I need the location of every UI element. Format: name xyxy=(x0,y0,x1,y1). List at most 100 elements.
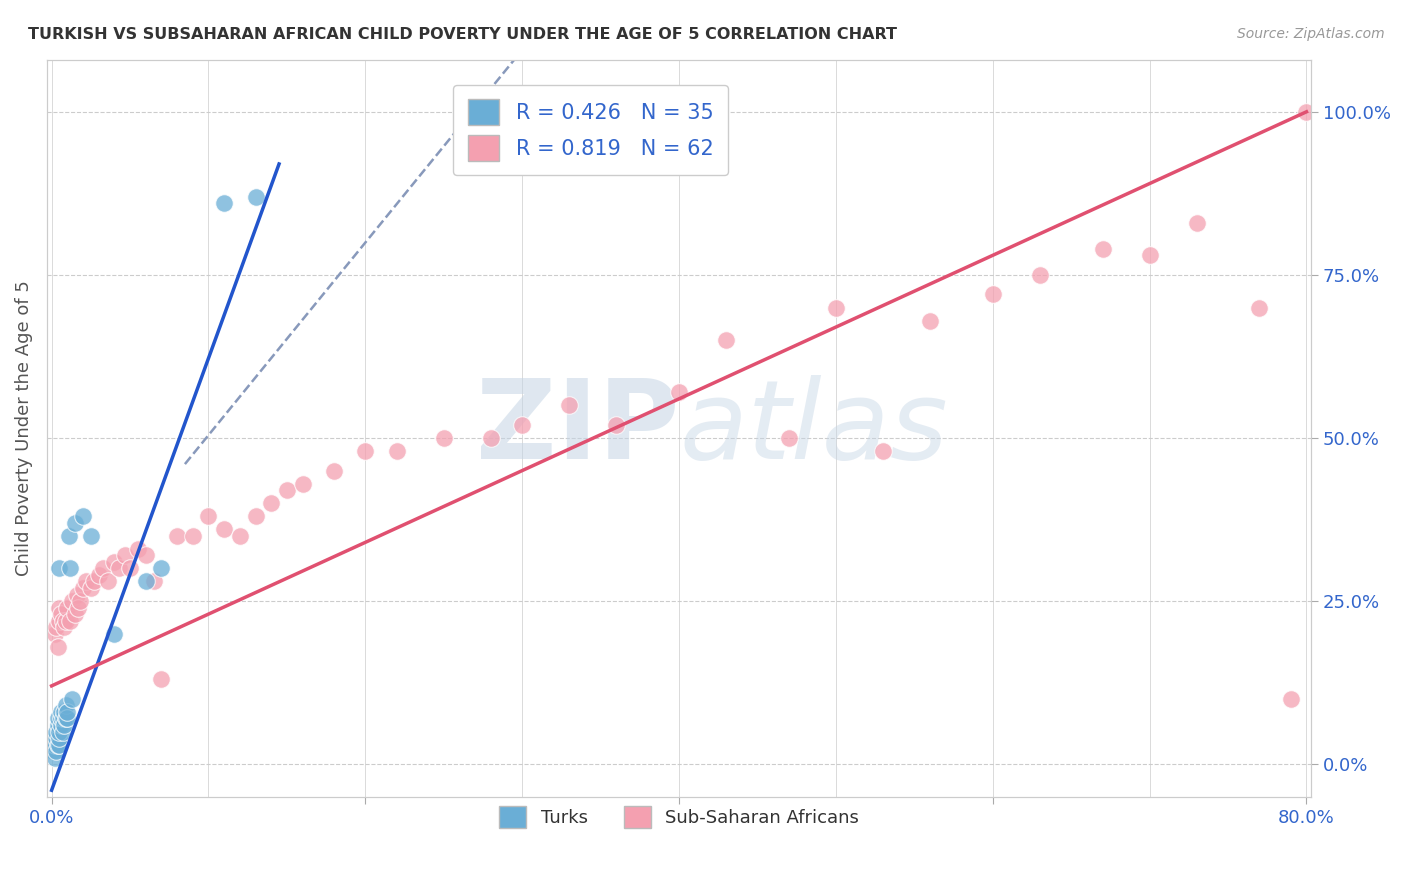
Y-axis label: Child Poverty Under the Age of 5: Child Poverty Under the Age of 5 xyxy=(15,280,32,576)
Point xyxy=(212,196,235,211)
Point xyxy=(80,529,103,543)
Point xyxy=(52,711,75,725)
Point xyxy=(56,705,79,719)
Point xyxy=(918,313,941,327)
Point xyxy=(72,509,94,524)
Point xyxy=(276,483,298,498)
Point xyxy=(53,705,76,719)
Point xyxy=(44,626,66,640)
Point xyxy=(981,287,1004,301)
Text: TURKISH VS SUBSAHARAN AFRICAN CHILD POVERTY UNDER THE AGE OF 5 CORRELATION CHART: TURKISH VS SUBSAHARAN AFRICAN CHILD POVE… xyxy=(28,27,897,42)
Point xyxy=(118,561,141,575)
Point xyxy=(83,574,105,589)
Point xyxy=(668,385,690,400)
Point xyxy=(48,600,70,615)
Point xyxy=(135,549,157,563)
Point xyxy=(67,600,90,615)
Point xyxy=(45,731,67,745)
Point xyxy=(558,398,581,412)
Point xyxy=(433,431,456,445)
Point xyxy=(56,600,79,615)
Point xyxy=(108,561,131,575)
Point xyxy=(44,750,66,764)
Point xyxy=(150,673,173,687)
Point xyxy=(66,588,89,602)
Text: Source: ZipAtlas.com: Source: ZipAtlas.com xyxy=(1237,27,1385,41)
Point xyxy=(55,698,77,713)
Point xyxy=(135,574,157,589)
Point xyxy=(229,529,252,543)
Point xyxy=(45,744,67,758)
Point xyxy=(45,620,67,634)
Point xyxy=(385,444,408,458)
Point xyxy=(291,476,314,491)
Point xyxy=(60,692,83,706)
Point xyxy=(114,549,136,563)
Point xyxy=(46,738,69,752)
Point xyxy=(354,444,377,458)
Point xyxy=(63,516,86,530)
Point xyxy=(56,711,79,725)
Point xyxy=(103,555,125,569)
Point xyxy=(212,522,235,536)
Point xyxy=(1139,248,1161,262)
Point xyxy=(59,614,82,628)
Point xyxy=(1185,216,1208,230)
Point xyxy=(49,711,72,725)
Point xyxy=(72,581,94,595)
Point xyxy=(55,711,77,725)
Point xyxy=(181,529,204,543)
Point xyxy=(48,724,70,739)
Point xyxy=(127,541,149,556)
Point xyxy=(46,718,69,732)
Point xyxy=(46,640,69,654)
Point xyxy=(48,731,70,745)
Point xyxy=(166,529,188,543)
Point xyxy=(245,509,267,524)
Point xyxy=(45,724,67,739)
Text: ZIP: ZIP xyxy=(475,375,679,482)
Point xyxy=(48,614,70,628)
Point xyxy=(52,724,75,739)
Point xyxy=(714,333,737,347)
Point xyxy=(48,738,70,752)
Point xyxy=(1279,692,1302,706)
Point xyxy=(1249,301,1271,315)
Point xyxy=(49,607,72,621)
Point xyxy=(63,607,86,621)
Point xyxy=(197,509,219,524)
Point xyxy=(53,620,76,634)
Point xyxy=(245,189,267,203)
Point xyxy=(142,574,165,589)
Point xyxy=(44,738,66,752)
Text: atlas: atlas xyxy=(679,375,948,482)
Point xyxy=(49,705,72,719)
Legend: Turks, Sub-Saharan Africans: Turks, Sub-Saharan Africans xyxy=(492,799,866,836)
Point xyxy=(1029,268,1052,282)
Point xyxy=(46,711,69,725)
Point xyxy=(97,574,120,589)
Point xyxy=(75,574,97,589)
Point xyxy=(69,594,91,608)
Point xyxy=(103,626,125,640)
Point xyxy=(87,568,110,582)
Point xyxy=(1295,104,1317,119)
Point xyxy=(825,301,848,315)
Point xyxy=(53,718,76,732)
Point xyxy=(52,614,75,628)
Point xyxy=(605,417,627,432)
Point xyxy=(48,561,70,575)
Point xyxy=(49,718,72,732)
Point xyxy=(510,417,533,432)
Point xyxy=(60,594,83,608)
Point xyxy=(323,464,346,478)
Point xyxy=(150,561,173,575)
Point xyxy=(872,444,894,458)
Point xyxy=(260,496,283,510)
Point xyxy=(778,431,800,445)
Point xyxy=(1091,242,1114,256)
Point xyxy=(479,431,502,445)
Point xyxy=(42,744,65,758)
Point xyxy=(59,561,82,575)
Point xyxy=(80,581,103,595)
